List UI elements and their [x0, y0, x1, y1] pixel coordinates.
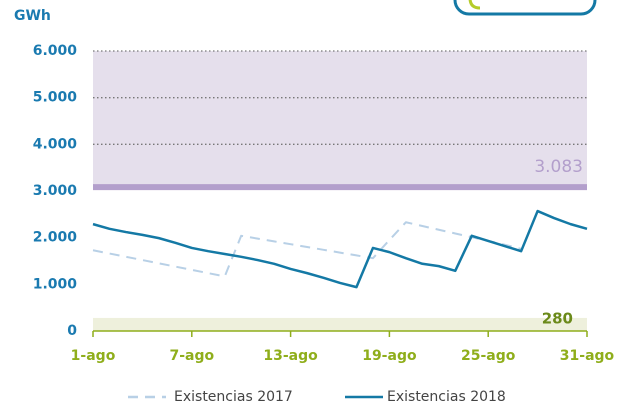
- x-tick-label: 7-ago: [169, 348, 214, 364]
- logo-mark: [468, 0, 481, 10]
- y-axis-label: GWh: [14, 8, 51, 24]
- x-tick-label: 13-ago: [263, 348, 318, 364]
- threshold-label: 280: [542, 309, 573, 327]
- x-tick-label: 31-ago: [560, 348, 615, 364]
- y-tick-label: 0: [67, 323, 77, 339]
- x-tick-label: 1-ago: [71, 348, 116, 364]
- y-tick-label: 6.000: [33, 43, 78, 59]
- y-tick-label: 2.000: [33, 230, 78, 246]
- legend-label: Existencias 2017: [174, 389, 293, 405]
- legend-label: Existencias 2018: [387, 389, 506, 405]
- y-tick-label: 1.000: [33, 276, 78, 292]
- y-tick-label: 3.000: [33, 183, 78, 199]
- line-series: [92, 221, 522, 278]
- line-series: [92, 209, 588, 289]
- threshold-band: [93, 317, 587, 331]
- logo: [453, 0, 597, 16]
- y-tick-label: 5.000: [33, 90, 78, 106]
- x-tick-label: 25-ago: [461, 348, 516, 364]
- threshold-band: [93, 51, 587, 188]
- y-tick-label: 4.000: [33, 136, 78, 152]
- threshold-label: 3.083: [534, 157, 583, 177]
- x-tick-label: 19-ago: [362, 348, 417, 364]
